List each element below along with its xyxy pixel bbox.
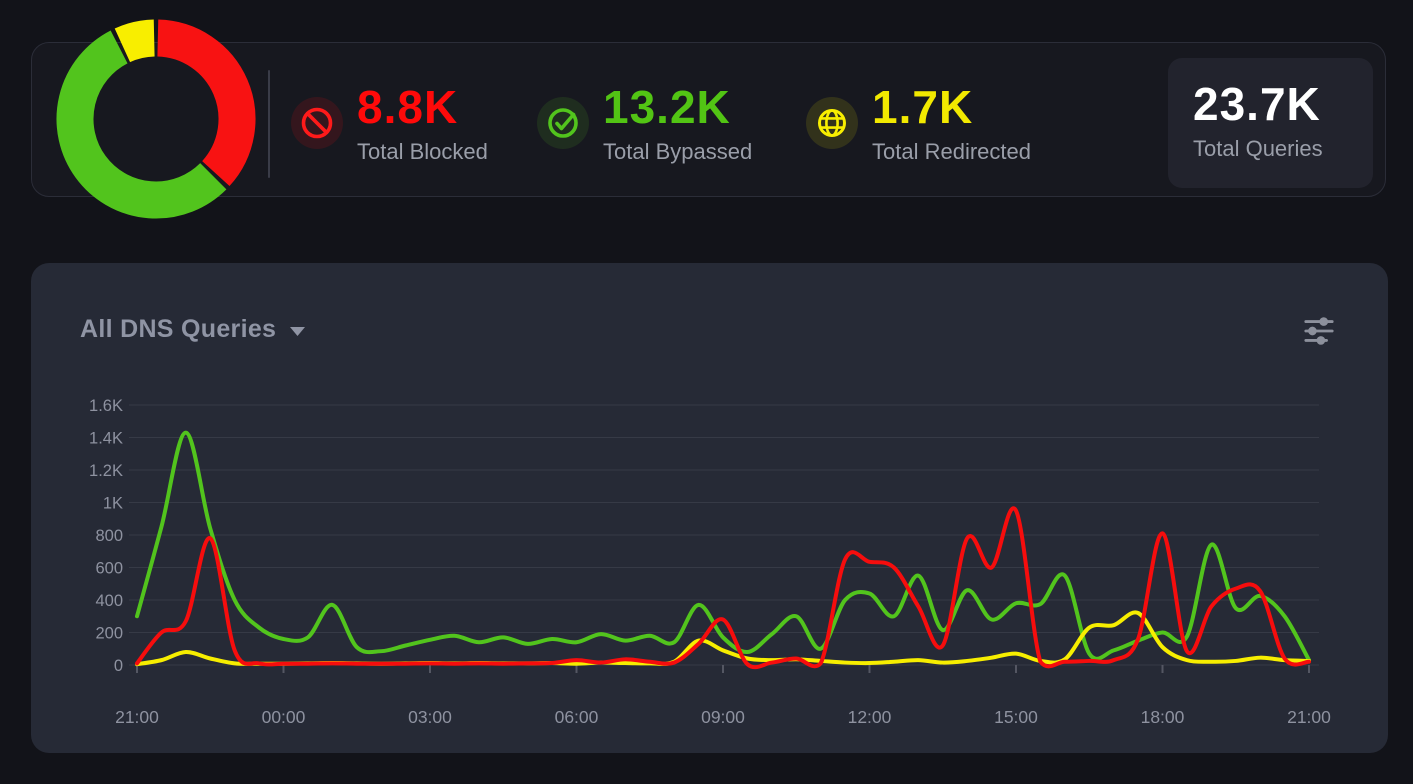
x-tick-label: 09:00 [701,707,745,727]
y-tick-label: 1.4K [89,430,123,448]
x-tick-label: 18:00 [1141,707,1185,727]
x-tick-label: 15:00 [994,707,1038,727]
y-tick-label: 800 [95,527,123,545]
blocked-value: 8.8K [357,81,459,133]
redirected-value: 1.7K [872,81,974,133]
series-line-bypassed [135,430,1311,663]
y-tick-label: 0 [114,657,123,675]
y-tick-label: 600 [95,560,123,578]
blocked-label: Total Blocked [357,139,488,164]
chart-filter-button[interactable] [1301,313,1337,349]
vertical-divider [268,70,270,178]
x-tick-label: 03:00 [408,707,452,727]
series-line-blocked [135,506,1311,670]
stat-total-queries-card: 23.7K Total Queries [1168,58,1373,188]
queries-donut-chart [53,16,259,222]
donut-segment-bypassed [56,30,227,219]
dns-queries-line-chart: 0 200 400 600 800 1K 1.2K 1.4K 1.6K 21:00 00:00 03:… [89,397,1331,727]
stats-summary-card: 8.8K Total Blocked 13.2K Total Bypassed … [31,19,1386,219]
gridlines [129,404,1319,666]
y-tick-label: 1.6K [89,397,123,415]
donut-chart-svg [56,19,256,219]
y-tick-label: 400 [95,592,123,610]
x-tick-label: 21:00 [1287,707,1331,727]
y-tick-label: 1.2K [89,462,123,480]
y-axis-labels: 0 200 400 600 800 1K 1.2K 1.4K 1.6K [89,397,123,675]
stat-total-bypassed: 13.2K Total Bypassed [537,83,752,165]
dns-queries-panel: All DNS Queries 0 200 400 600 800 1K 1.2K 1.4K 1… [31,263,1388,753]
donut-segment-redirected [114,19,156,63]
check-circle-icon [537,97,589,149]
total-queries-label: Total Queries [1193,136,1323,161]
total-queries-value: 23.7K [1193,78,1321,130]
chevron-down-icon [290,326,306,336]
chart-type-dropdown[interactable]: All DNS Queries [80,315,306,344]
block-icon [291,97,343,149]
bypassed-value: 13.2K [603,81,731,133]
x-tick-label: 12:00 [848,707,892,727]
stat-total-redirected: 1.7K Total Redirected [806,83,1031,165]
redirected-label: Total Redirected [872,139,1031,164]
x-tick-label: 21:00 [115,707,159,727]
y-tick-label: 200 [95,625,123,643]
globe-icon [806,97,858,149]
sliders-icon [1304,317,1334,345]
donut-segment-blocked [156,19,256,187]
y-tick-label: 1K [103,495,123,513]
panel-title: All DNS Queries [80,315,277,343]
stat-total-blocked: 8.8K Total Blocked [291,83,488,165]
bypassed-label: Total Bypassed [603,139,753,164]
x-tick-label: 06:00 [555,707,599,727]
x-axis: 21:00 00:00 03:00 06:00 09:00 12:00 15:00 18:00… [115,665,1331,727]
x-tick-label: 00:00 [262,707,306,727]
